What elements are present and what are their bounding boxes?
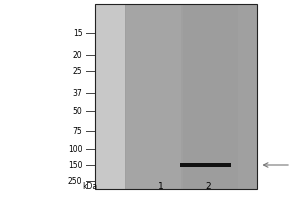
Text: 25: 25 bbox=[73, 66, 82, 75]
Bar bbox=[94, 4, 256, 189]
Text: 75: 75 bbox=[73, 127, 82, 136]
Text: 20: 20 bbox=[73, 50, 82, 60]
Text: 100: 100 bbox=[68, 144, 83, 154]
Bar bbox=[180, 163, 231, 167]
Bar bbox=[124, 4, 256, 189]
Text: 150: 150 bbox=[68, 160, 83, 170]
Text: 250: 250 bbox=[68, 176, 83, 186]
Bar bbox=[94, 4, 124, 189]
Bar bbox=[126, 4, 182, 189]
Text: 2: 2 bbox=[206, 182, 211, 191]
Text: 1: 1 bbox=[158, 182, 164, 191]
Text: 50: 50 bbox=[73, 106, 82, 116]
Text: 37: 37 bbox=[73, 88, 82, 98]
Text: kDa: kDa bbox=[82, 182, 98, 191]
Bar bbox=[183, 4, 238, 189]
Text: 15: 15 bbox=[73, 28, 82, 38]
